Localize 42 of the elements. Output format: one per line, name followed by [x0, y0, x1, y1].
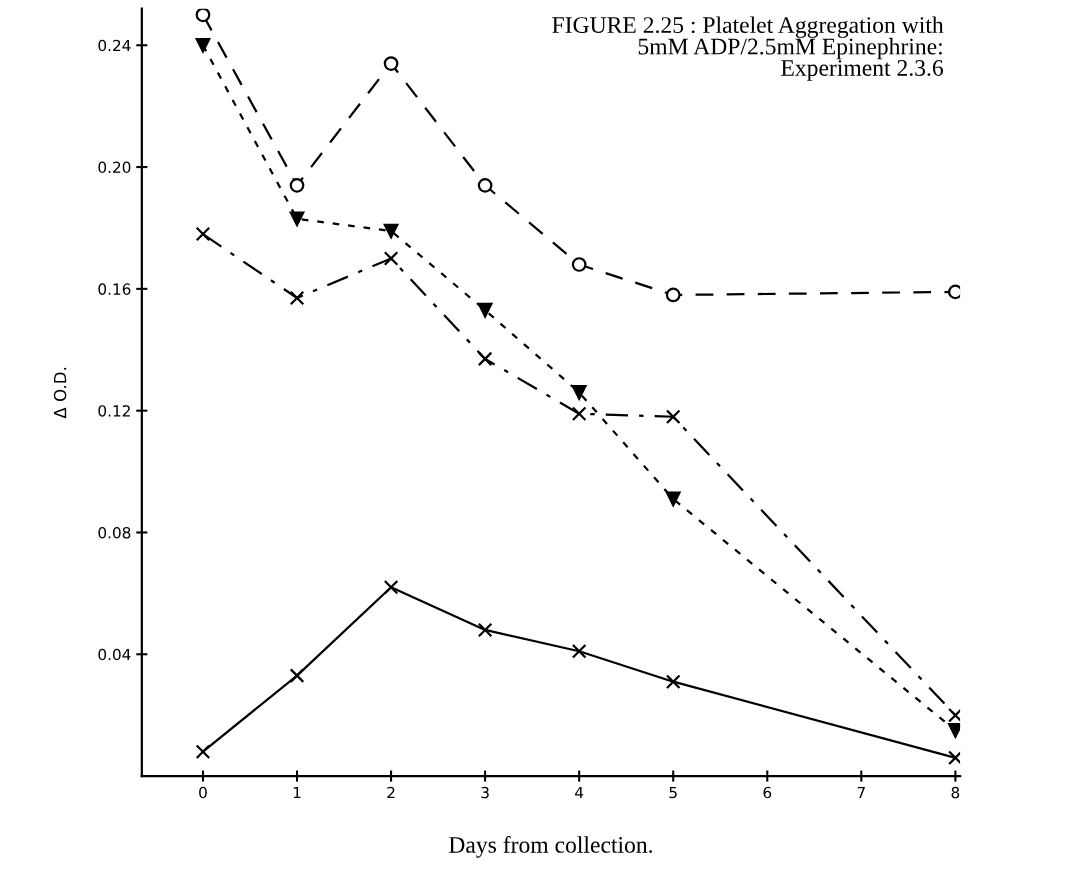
- point: [665, 287, 681, 303]
- point: [477, 302, 493, 318]
- y-tick-label: 0.20: [98, 161, 131, 174]
- point: [571, 406, 587, 422]
- x-axis-title: Days from collection.: [449, 836, 653, 858]
- x-tick-label: 1: [293, 786, 301, 799]
- y-tick-label: 0.16: [98, 283, 131, 295]
- x-tick-label: 6: [763, 786, 772, 799]
- point: [195, 744, 211, 760]
- x-tick-label: 3: [481, 786, 489, 799]
- point: [477, 622, 493, 638]
- x-tick-label: 0: [199, 786, 207, 799]
- y-tick-label: 0.24: [98, 39, 131, 52]
- point: [477, 351, 493, 367]
- point: [665, 674, 681, 690]
- point: [289, 290, 305, 306]
- point: [571, 643, 587, 659]
- x-tick-label: 4: [575, 786, 584, 799]
- x-tick-label: 8: [951, 786, 960, 799]
- point: [665, 491, 681, 507]
- point: [383, 579, 399, 595]
- point: [383, 56, 399, 71]
- point: [571, 257, 587, 272]
- point: [289, 668, 305, 683]
- point: [665, 409, 681, 425]
- point: [195, 226, 211, 242]
- x-tick-label: 7: [857, 786, 865, 799]
- y-tick-label: 0.12: [98, 405, 130, 417]
- text: FIGURE 2.25 : Platelet Aggregation with 5mM ADP/2.5mM Epinephrine: Experiment 2.3.6: [552, 16, 944, 81]
- y-axis-title: Δ O.D.: [53, 367, 67, 419]
- y-tick-label: 0.08: [98, 526, 131, 539]
- point: [383, 251, 399, 266]
- point: [571, 385, 587, 400]
- point: [477, 177, 493, 193]
- x-tick-label: 5: [669, 786, 677, 799]
- point: [289, 211, 305, 227]
- point: [195, 8, 211, 23]
- point: [383, 223, 399, 239]
- y-tick-label: 0.04: [98, 648, 131, 661]
- x-tick-label: 2: [387, 786, 395, 799]
- point: [195, 37, 211, 53]
- point: [289, 177, 305, 193]
